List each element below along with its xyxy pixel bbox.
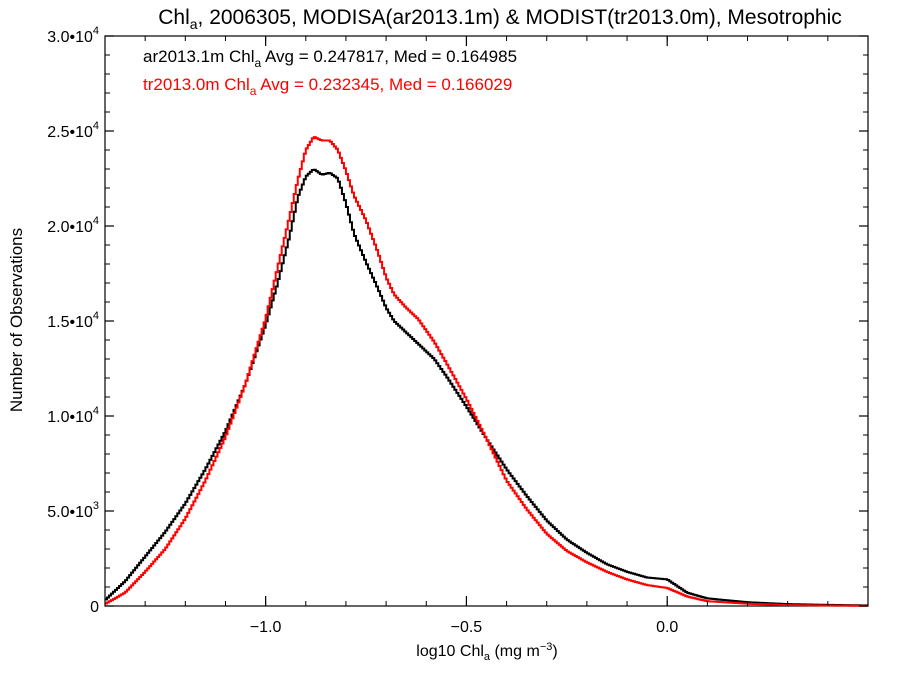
x-tick-label: −1.0 <box>250 619 282 636</box>
y-tick-label: 2.5•104 <box>47 120 99 141</box>
series-line-tr2013.0m <box>105 136 868 607</box>
series-line-ar2013.1m <box>105 168 868 607</box>
x-tick-label: −0.5 <box>451 619 483 636</box>
plot-frame <box>104 35 869 607</box>
y-tick-label: 5.0•103 <box>47 500 99 521</box>
y-tick-label: 1.0•104 <box>47 405 99 426</box>
y-tick-label: 1.5•104 <box>47 310 99 331</box>
y-tick-label: 3.0•104 <box>47 25 99 46</box>
y-axis-label: Number of Observations <box>7 228 26 412</box>
y-tick-label: 2.0•104 <box>47 215 99 236</box>
x-axis-label: log10 Chla (mg m−3) <box>416 641 557 663</box>
y-tick-label: 0 <box>90 599 99 616</box>
stats-annotation-ar2013.1m: ar2013.1m Chla Avg = 0.247817, Med = 0.1… <box>143 47 517 70</box>
chart-title: Chla, 2006305, MODISA(ar2013.1m) & MODIS… <box>158 6 842 32</box>
x-tick-label: 0.0 <box>656 619 678 636</box>
stats-annotation-tr2013.0m: tr2013.0m Chla Avg = 0.232345, Med = 0.1… <box>143 75 512 98</box>
